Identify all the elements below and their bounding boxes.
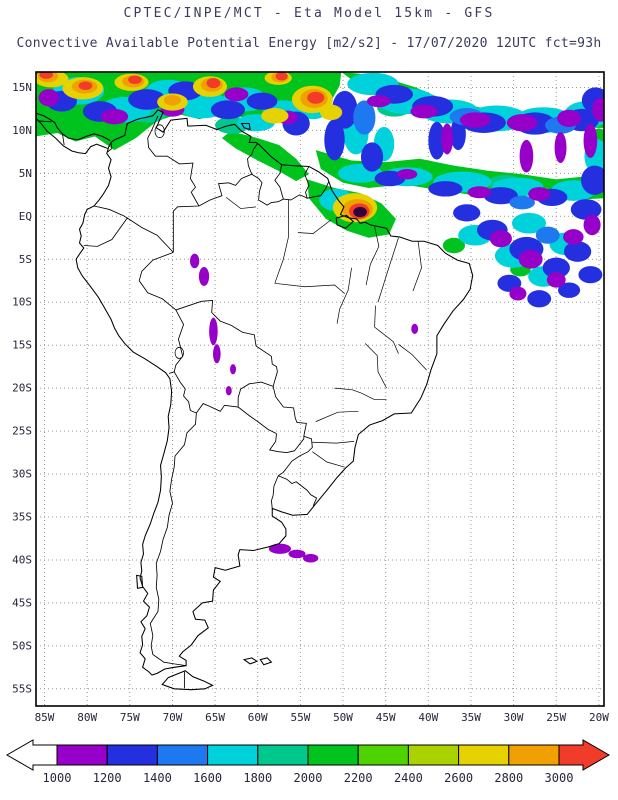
colorbar-segment [307,744,359,766]
colorbar-segment [458,744,510,766]
lat-tick-label: 10N [12,124,32,137]
colorbar-segment [56,744,108,766]
lat-tick-label: 50S [12,639,32,652]
lon-tick-label: 25W [546,711,566,724]
figure-title: CPTEC/INPE/MCT - Eta Model 15km - GFS [123,6,495,21]
colorbar-tick-label: 2400 [394,771,423,785]
colorbar-segment [257,744,309,766]
colorbar-tick-label: 1400 [143,771,172,785]
lon-tick-label: 80W [77,711,97,724]
colorbar-segment [407,744,460,766]
lat-tick-label: 45S [12,596,32,609]
colorbar-under-arrow [5,739,58,771]
lon-tick-label: 65W [205,711,225,724]
colorbar-tick-label: 2200 [344,771,373,785]
lat-tick-label: 10S [12,296,32,309]
lon-tick-label: 30W [504,711,524,724]
axis-labels: 85W 80W 75W 70W 65W 60W 55W 50W 45W 40W 35W 30W 25W 2… [12,81,609,724]
lat-tick-label: 20S [12,382,32,395]
plot-frame [35,71,605,707]
cape-colorbar: 1000 1200 1400 1600 1800 2000 2200 2400 2600 2800… [5,739,611,785]
lat-tick-label: 30S [12,468,32,481]
map-area [36,72,604,690]
coastline [36,110,473,690]
colorbar-tick-label: 2000 [294,771,323,785]
lat-tick-label: 15S [12,339,32,352]
lon-tick-label: 70W [163,711,183,724]
colorbar-tick-label: 3000 [545,771,574,785]
colorbar-tick-label: 1600 [193,771,222,785]
state-borders [226,197,426,467]
cape-purple-patches [38,87,604,563]
colorbar-segment [106,744,158,766]
colorbar-segment [207,744,259,766]
country-borders [39,116,329,688]
lon-tick-label: 45W [376,711,396,724]
colorbar-tick-label: 2800 [494,771,523,785]
lat-tick-label: 55S [12,682,32,695]
lon-tick-label: 20W [589,711,609,724]
lat-tick-label: EQ [19,210,32,223]
lake-titicaca [174,346,184,359]
lon-tick-label: 75W [120,711,140,724]
colorbar-tick-label: 1200 [93,771,122,785]
lon-tick-label: 85W [35,711,55,724]
lat-tick-label: 15N [12,81,32,94]
lat-tick-label: 35S [12,511,32,524]
lat-tick-label: 5N [19,167,32,180]
lon-tick-label: 35W [461,711,481,724]
lon-tick-label: 55W [290,711,310,724]
lon-tick-label: 60W [248,711,268,724]
lon-tick-label: 50W [333,711,353,724]
colorbar-segment [156,744,209,766]
colorbar-over-arrow [558,739,611,771]
lat-tick-label: 5S [19,253,32,266]
figure-subtitle: Convective Available Potential Energy [m… [16,36,602,51]
lon-tick-label: 40W [418,711,438,724]
colorbar-segment [508,744,560,766]
lat-tick-label: 25S [12,425,32,438]
cape-core-patches [36,72,378,223]
colorbar-segment [357,744,409,766]
colorbar-tick-label: 1000 [43,771,72,785]
cape-field [36,72,604,563]
lat-lon-grid [36,72,604,706]
lake-maracaibo [154,124,165,139]
colorbar-tick-label: 2600 [444,771,473,785]
colorbar-tick-label: 1800 [243,771,272,785]
lat-tick-label: 40S [12,554,32,567]
